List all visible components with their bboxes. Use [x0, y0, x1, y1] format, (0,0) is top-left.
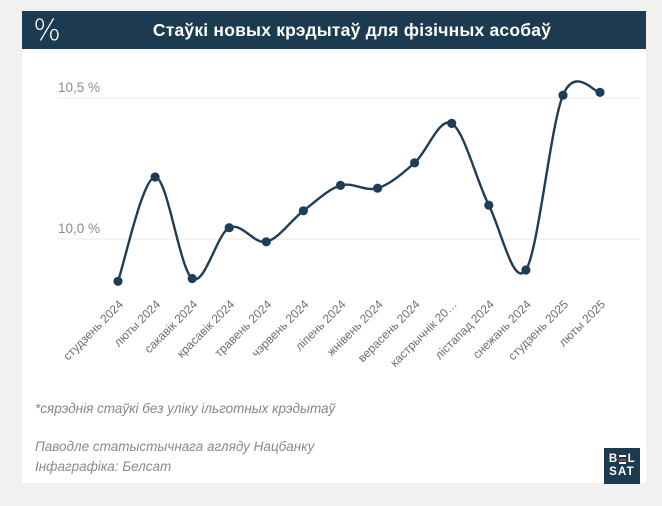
data-point: [410, 158, 420, 168]
infographic-card: % Стаўкі новых крэдытаў для фізічных асо…: [22, 11, 646, 484]
logo-row-bel: B L: [608, 453, 636, 465]
x-tick-label: студзень 2024: [60, 297, 126, 363]
data-point: [521, 265, 531, 275]
data-point: [224, 223, 234, 233]
belsat-logo: B L SAT: [604, 448, 640, 484]
source-line: Паводле статыстычнага агляду Нацбанку: [35, 439, 315, 454]
data-point: [447, 118, 457, 128]
data-point: [187, 273, 197, 284]
data-point: [150, 172, 160, 182]
logo-row-sat: SAT: [609, 466, 635, 478]
x-tick-label: кастрычнік 20…: [387, 297, 459, 369]
data-point: [261, 237, 271, 247]
chart-title: Стаўкі новых крэдытаў для фізічных асоба…: [152, 19, 552, 40]
header-bar: % Стаўкі новых крэдытаў для фізічных асо…: [22, 11, 646, 49]
data-point: [484, 200, 494, 210]
data-point: [298, 206, 308, 216]
y-tick-label: 10,0 %: [58, 221, 100, 236]
data-point: [373, 183, 383, 193]
logo-letter-l: L: [627, 453, 636, 465]
data-point: [335, 180, 346, 190]
data-point: [113, 276, 123, 286]
logo-letter-b: B: [608, 453, 618, 465]
chart-line: [116, 80, 602, 283]
source-block: Паводле статыстычнага агляду Нацбанку Ін…: [35, 437, 314, 477]
y-tick-label: 10,5 %: [58, 80, 100, 95]
source-line: Інфаграфіка: Белсат: [35, 459, 172, 474]
data-point: [595, 87, 605, 97]
footnote: *сярэднія стаўкі без уліку ільготных крэ…: [35, 401, 336, 416]
data-point: [558, 90, 568, 100]
percent-icon: %: [33, 13, 61, 47]
logo-e-bars-icon: [619, 455, 627, 464]
